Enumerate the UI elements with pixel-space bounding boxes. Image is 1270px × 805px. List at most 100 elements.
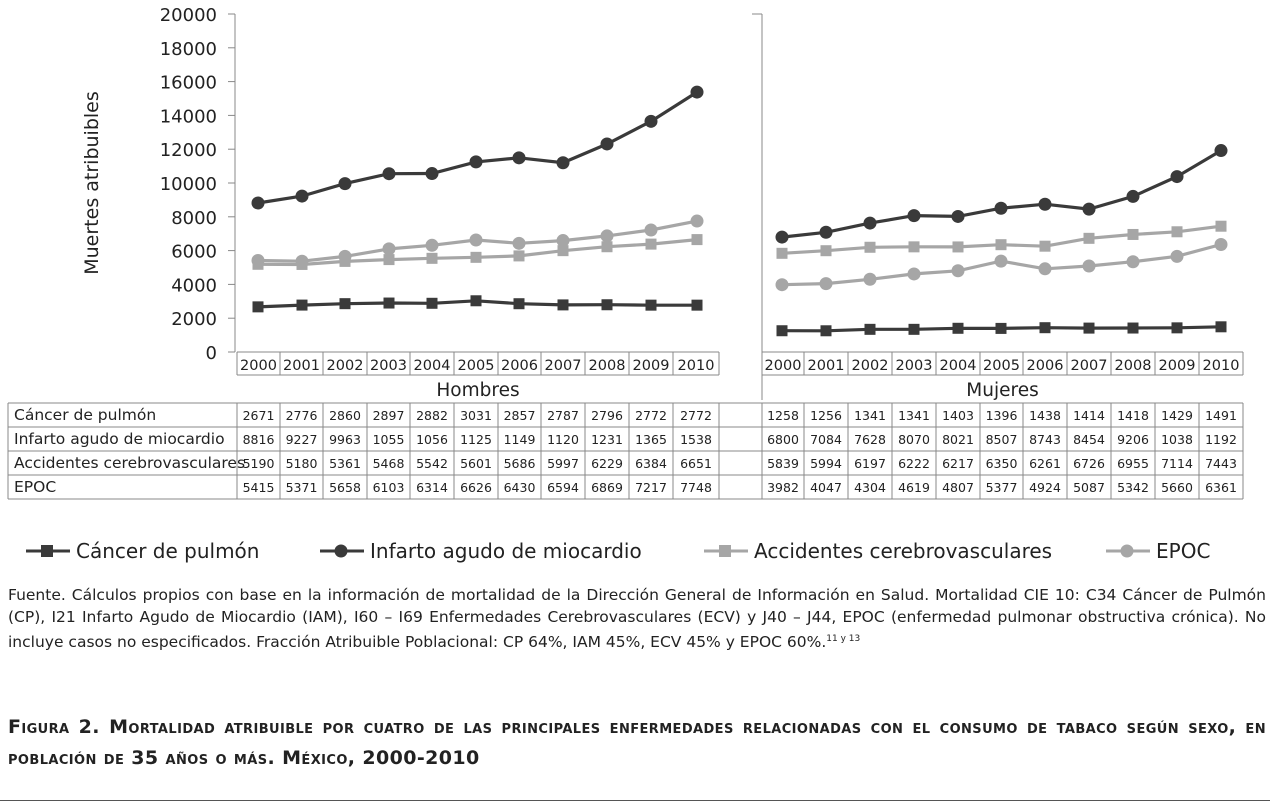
table-cell: 9206 (1117, 432, 1149, 447)
data-point (863, 216, 877, 230)
x-tick-label: 2004 (940, 358, 977, 374)
table-cell: 1341 (854, 408, 886, 423)
data-point (470, 295, 482, 307)
table-cell: 1125 (460, 432, 492, 447)
data-point (863, 272, 877, 286)
table-cell: 4619 (898, 480, 930, 495)
data-point (994, 254, 1008, 268)
table-cell: 5371 (286, 480, 318, 495)
data-point (556, 156, 570, 170)
table-row-label: Accidentes cerebrovasculares (14, 454, 245, 472)
figure-caption: Figura 2. Mortalidad atribuible por cuat… (8, 716, 1266, 769)
table-cell: 1056 (416, 432, 448, 447)
data-point (339, 298, 351, 310)
table-cell: 6261 (1029, 456, 1061, 471)
data-point (338, 249, 352, 263)
table-row-label: EPOC (14, 478, 56, 496)
data-point (601, 299, 613, 311)
data-point (557, 245, 569, 257)
table-cell: 6651 (680, 456, 712, 471)
data-point (1171, 322, 1183, 334)
data-point (775, 278, 789, 292)
data-point (775, 230, 789, 244)
x-tick-label: 2010 (1203, 358, 1240, 374)
table-cell: 6361 (1205, 480, 1237, 495)
table-cell: 5377 (986, 480, 1018, 495)
x-tick-label: 2006 (501, 358, 538, 374)
y-axis-label: Muertes atribuibles (81, 91, 103, 275)
data-point (819, 277, 833, 291)
legend-label: Accidentes cerebrovasculares (754, 539, 1053, 563)
data-point (645, 299, 657, 311)
square-marker-icon (704, 545, 748, 557)
table-cell: 1055 (373, 432, 405, 447)
table-cell: 5997 (547, 456, 579, 471)
table-cell: 1418 (1117, 408, 1149, 423)
circle-marker-icon (1106, 544, 1150, 558)
data-point (645, 238, 657, 250)
data-point (690, 85, 704, 99)
x-tick-label: 2003 (896, 358, 933, 374)
data-point (908, 323, 920, 335)
table-cell: 2776 (286, 408, 318, 423)
x-tick-label: 2000 (765, 358, 802, 374)
data-point (600, 137, 614, 151)
table-cell: 8507 (986, 432, 1018, 447)
data-point (425, 238, 439, 252)
table-cell: 2796 (591, 408, 623, 423)
table-cell: 1414 (1073, 408, 1105, 423)
data-point (1215, 220, 1227, 232)
table-cell: 2772 (680, 408, 712, 423)
table-cell: 8816 (243, 432, 275, 447)
x-tick-label: 2006 (1027, 358, 1064, 374)
data-point (557, 299, 569, 311)
table-cell: 1149 (504, 432, 536, 447)
table-cell: 8454 (1073, 432, 1105, 447)
data-point (426, 297, 438, 309)
x-tick-label: 2001 (283, 358, 320, 374)
table-cell: 7443 (1205, 456, 1237, 471)
data-point (952, 322, 964, 334)
table-cell: 2787 (547, 408, 579, 423)
data-point (691, 299, 703, 311)
table-cell: 6350 (986, 456, 1018, 471)
x-tick-label: 2001 (808, 358, 845, 374)
source-text: Fuente. Cálculos propios con base en la … (8, 586, 1266, 652)
table-cell: 5468 (373, 456, 405, 471)
line-chart: 2000 2001 2002 2003 2004 2005 2006 2007 2008 2009… (7, 5, 1244, 500)
table-cell: 6626 (460, 480, 492, 495)
data-point (512, 151, 526, 165)
data-point (251, 253, 265, 267)
y-tick-label: 20000 (160, 5, 217, 26)
y-tick-label: 4000 (171, 275, 217, 296)
data-point (907, 267, 921, 281)
table-cell: 8743 (1029, 432, 1061, 447)
table-cell: 5342 (1117, 480, 1149, 495)
data-point (995, 239, 1007, 251)
data-point (951, 264, 965, 278)
data-point (1126, 255, 1140, 269)
data-point (864, 241, 876, 253)
table-cell: 1256 (810, 408, 842, 423)
data-point (383, 254, 395, 266)
data-point (644, 223, 658, 237)
table-cell: 4047 (810, 480, 842, 495)
table-cell: 7628 (854, 432, 886, 447)
y-tick-label: 10000 (160, 174, 217, 195)
source-note: Fuente. Cálculos propios con base en la … (8, 584, 1266, 653)
table-cell: 1491 (1205, 408, 1237, 423)
table-cell: 6869 (591, 480, 623, 495)
data-point (1082, 259, 1096, 273)
table-cell: 1396 (986, 408, 1018, 423)
table-cell: 5180 (286, 456, 318, 471)
table-cell: 7084 (810, 432, 842, 447)
x-tick-label: 2005 (983, 358, 1020, 374)
y-axis: 0 2000 4000 6000 8000 10000 12000 14000 16000 180… (160, 5, 236, 364)
legend-label: Infarto agudo de miocardio (370, 539, 642, 563)
table-cell: 6217 (942, 456, 974, 471)
table-cell: 6222 (898, 456, 930, 471)
series-lines (251, 85, 1228, 337)
table-cell: 5660 (1161, 480, 1193, 495)
source-refs: 11 y 13 (826, 634, 861, 644)
series-line (781, 149, 1222, 239)
